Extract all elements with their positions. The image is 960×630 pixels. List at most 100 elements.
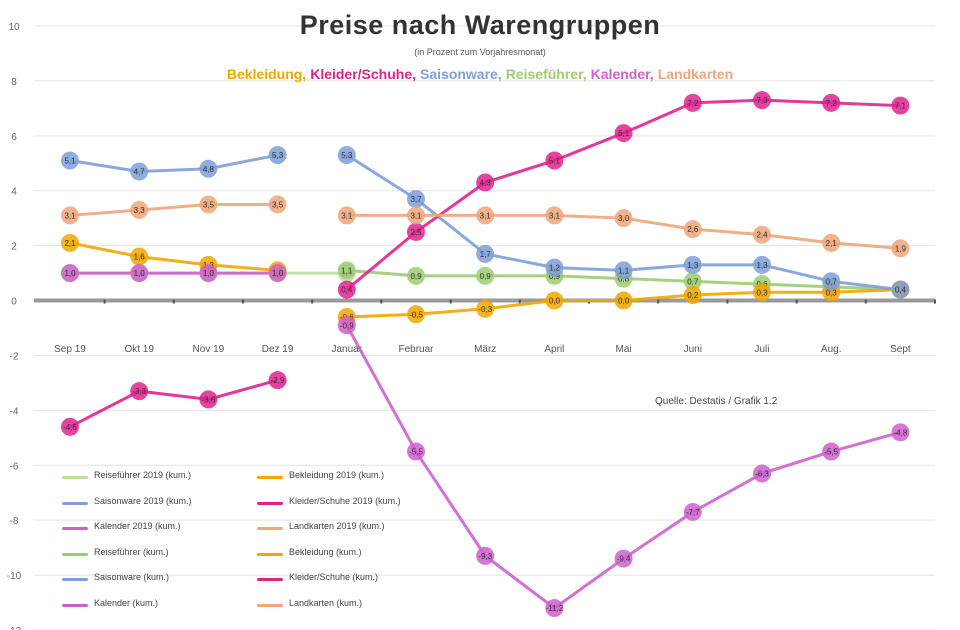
data-label: -9,4 <box>617 555 631 564</box>
data-label: -2,9 <box>271 376 285 385</box>
legend-label: Kleider/Schuhe (kum.) <box>289 572 379 582</box>
data-label: 1,0 <box>203 269 215 278</box>
data-label: 1,9 <box>895 244 907 253</box>
data-point <box>337 280 356 299</box>
x-tick-label: Dez 19 <box>262 344 294 355</box>
legend-item: Bekleidung 2019 (kum.) <box>257 468 457 488</box>
data-point <box>268 146 287 165</box>
legend-swatch <box>257 603 283 607</box>
data-label: 4,3 <box>480 178 492 187</box>
data-point <box>61 151 79 170</box>
x-tick-label: April <box>544 344 564 355</box>
data-point <box>337 261 356 280</box>
legend-label: Saisonware 2019 (kum.) <box>94 495 192 506</box>
y-tick-label: -12 <box>7 626 22 630</box>
data-point <box>130 247 149 266</box>
data-label: 7,1 <box>895 102 907 111</box>
source-note: Quelle: Destatis / Grafik 1.2 <box>655 396 778 407</box>
data-label: 0,9 <box>480 272 492 281</box>
data-label: -5,5 <box>824 448 838 457</box>
data-label: 0,0 <box>618 297 630 306</box>
data-label: 3,3 <box>134 206 146 215</box>
data-point <box>199 264 218 283</box>
data-point <box>545 206 564 225</box>
data-point <box>545 258 564 277</box>
data-point <box>407 266 425 285</box>
category-label: Kalender, <box>590 66 654 82</box>
data-label: 1,3 <box>687 261 699 270</box>
y-tick-label: -2 <box>10 351 19 362</box>
data-label: 1,0 <box>64 269 76 278</box>
data-label: 5,3 <box>341 151 353 160</box>
data-label: 0,2 <box>687 291 699 300</box>
data-point <box>614 291 633 310</box>
legend-item: Bekleidung (kum.) <box>257 545 457 565</box>
x-tick-label: Okt 19 <box>124 344 154 355</box>
data-point <box>199 195 218 214</box>
legend-item: Reiseführer 2019 (kum.) <box>62 468 262 488</box>
data-label: 3,1 <box>549 211 561 220</box>
data-label: 1,3 <box>756 261 768 270</box>
category-label: Reiseführer, <box>505 66 587 82</box>
data-point <box>891 239 910 258</box>
y-tick-label: 0 <box>11 297 17 308</box>
data-point <box>476 266 495 285</box>
data-label: 4,7 <box>134 168 146 177</box>
legend-swatch <box>257 552 283 556</box>
data-point <box>753 91 771 110</box>
data-point <box>130 264 149 283</box>
data-point <box>130 382 149 401</box>
data-label: 0,7 <box>826 277 838 286</box>
data-label: 3,1 <box>410 211 422 220</box>
data-point <box>683 255 702 274</box>
chart-subtitle: (in Prozent zum Vorjahresmonat) <box>414 47 546 57</box>
data-label: 1,0 <box>134 269 146 278</box>
data-point <box>753 283 771 302</box>
legend-swatch <box>257 501 283 505</box>
data-point <box>614 549 633 568</box>
y-tick-label: -6 <box>10 461 19 472</box>
category-label: Landkarten <box>657 66 734 82</box>
legend-label: Landkarten (kum.) <box>289 597 363 608</box>
x-tick-label: Aug. <box>821 344 842 355</box>
data-label: 1,1 <box>618 266 630 275</box>
data-label: 3,1 <box>64 211 76 220</box>
data-label: -9,3 <box>478 552 492 561</box>
legend-swatch <box>257 578 283 581</box>
data-point <box>891 423 910 442</box>
legend-swatch <box>62 578 88 581</box>
data-point <box>683 272 702 291</box>
y-tick-label: 2 <box>11 242 17 253</box>
legend-swatch <box>62 527 88 530</box>
series-line <box>69 241 278 272</box>
data-point <box>545 291 564 310</box>
x-tick-label: Mai <box>616 344 632 355</box>
data-label: -0,3 <box>478 305 492 314</box>
category-label: Bekleidung, <box>226 66 307 82</box>
legend-item: Saisonware (kum.) <box>62 570 262 590</box>
data-point <box>891 96 910 115</box>
legend-label: Reiseführer (kum.) <box>94 546 169 557</box>
data-point <box>337 146 356 165</box>
x-tick-label: Juni <box>684 344 702 355</box>
data-point <box>61 233 79 252</box>
data-label: 7,2 <box>826 99 838 108</box>
data-label: 1,7 <box>480 250 492 259</box>
data-point <box>130 162 149 181</box>
legend-swatch <box>257 527 283 530</box>
x-tick-label: Nov 19 <box>193 344 225 355</box>
data-point <box>476 546 495 565</box>
legend-label: Landkarten 2019 (kum.) <box>289 521 385 531</box>
series-line <box>69 202 278 217</box>
data-point <box>476 206 495 225</box>
data-label: 3,5 <box>272 200 284 209</box>
data-point <box>753 464 771 483</box>
data-point <box>407 206 425 225</box>
data-point <box>753 255 771 274</box>
category-line: Bekleidung, Kleider/Schuhe, Saisonware, Rei… <box>0 66 960 82</box>
legend-label: Kalender 2019 (kum.) <box>94 521 181 531</box>
category-label: Saisonware, <box>420 66 502 82</box>
x-axis: Sep 19 Okt 19 Nov 19 Dez 19 Januar Februar Mär… <box>54 344 911 355</box>
data-point <box>407 305 425 324</box>
